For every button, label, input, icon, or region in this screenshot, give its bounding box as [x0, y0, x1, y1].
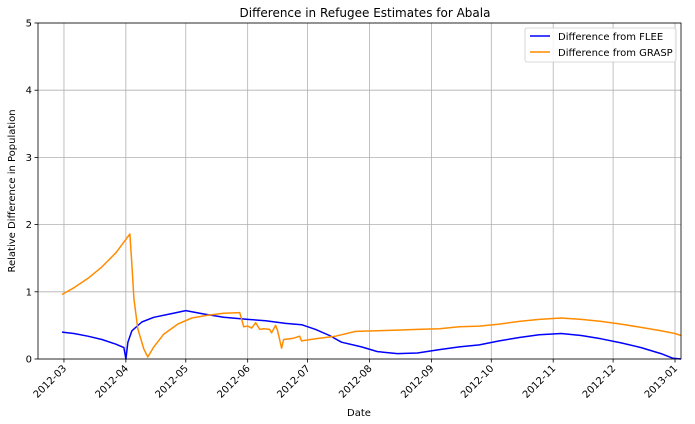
plot-frame: [37, 22, 682, 360]
y-axis-ticks: 0 1 2 3 4 5: [26, 19, 38, 366]
series-line-grasp: [61, 233, 682, 358]
series-line-flee: [61, 309, 682, 360]
series-layer: [61, 233, 682, 360]
legend-box: [524, 27, 677, 63]
y-tick-label: 5: [26, 19, 32, 30]
y-tick-label: 3: [26, 153, 32, 164]
y-tick-label: 4: [26, 86, 32, 97]
legend: Difference from FLEE Difference from GRA…: [524, 27, 677, 63]
chart-title: Difference in Refugee Estimates for Abal…: [240, 6, 491, 20]
x-axis-title: Date: [347, 408, 371, 419]
y-axis-title: Relative Difference in Population: [7, 109, 18, 272]
legend-label-flee: Difference from FLEE: [558, 32, 663, 43]
legend-label-grasp: Difference from GRASP: [558, 48, 673, 59]
y-tick-label: 2: [26, 220, 32, 231]
y-tick-label: 1: [26, 287, 32, 298]
y-tick-label: 0: [26, 355, 32, 366]
